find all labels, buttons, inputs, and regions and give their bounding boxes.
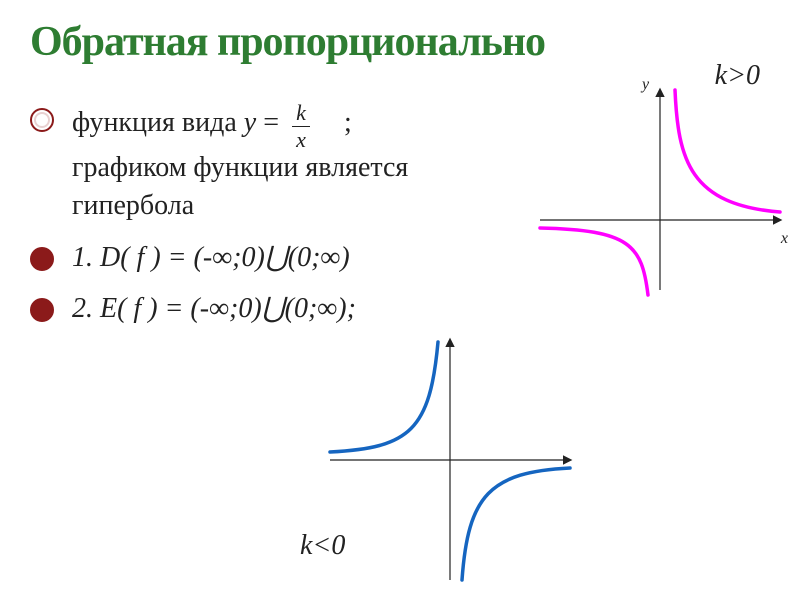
- slide: Обратная пропорционально функция вида y …: [0, 0, 800, 600]
- hyperbola-branch-q4: [462, 468, 570, 580]
- bullet-marker-icon: [30, 108, 54, 132]
- chart-k-positive: k>0 x y: [530, 80, 790, 305]
- hyperbola-branch-q1: [675, 90, 780, 212]
- bullet-text: 2. E( f ) = (-∞;0)⋃(0;∞);: [72, 290, 356, 328]
- def-part-1: функция вида: [72, 107, 237, 138]
- bullet-row-definition: функция вида y = k x ; графиком функции …: [30, 100, 510, 225]
- bullet-text: 1. D( f ) = (-∞;0)⋃(0;∞): [72, 239, 350, 277]
- bullet-text: функция вида y = k x ; графиком функции …: [72, 100, 510, 225]
- def-part-2: графиком функции является гипербола: [72, 152, 408, 221]
- formula-eq: =: [263, 107, 279, 138]
- domain-text: 1. D( f ) = (-∞;0)⋃(0;∞): [72, 242, 350, 273]
- hyperbola-branch-q3: [540, 228, 648, 295]
- k-label-pos: k>0: [715, 60, 760, 92]
- formula-y: y: [244, 107, 256, 138]
- formula-fraction: k x: [292, 102, 310, 151]
- bullet-marker-icon: [30, 247, 54, 271]
- range-text: 2. E( f ) = (-∞;0)⋃(0;∞);: [72, 293, 356, 324]
- fraction-denominator: x: [296, 129, 306, 151]
- formula-semicolon: ;: [344, 107, 352, 138]
- hyperbola-svg-pos: [530, 80, 790, 300]
- bullet-row-range: 2. E( f ) = (-∞;0)⋃(0;∞);: [30, 290, 510, 328]
- body-column: функция вида y = k x ; графиком функции …: [30, 100, 510, 342]
- bullet-row-domain: 1. D( f ) = (-∞;0)⋃(0;∞): [30, 239, 510, 277]
- chart-k-negative: k<0: [320, 330, 580, 595]
- hyperbola-svg-neg: [320, 330, 580, 590]
- bullet-marker-icon: [30, 298, 54, 322]
- k-label-neg: k<0: [300, 530, 345, 562]
- x-axis-label: x: [781, 230, 788, 248]
- slide-title: Обратная пропорционально: [30, 18, 800, 66]
- hyperbola-branch-q2: [330, 342, 438, 452]
- y-axis-label: y: [642, 76, 649, 94]
- fraction-numerator: k: [296, 102, 306, 124]
